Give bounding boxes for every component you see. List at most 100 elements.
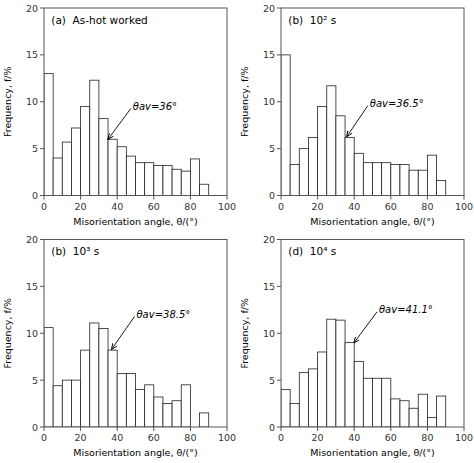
x-tick bbox=[390, 196, 391, 200]
y-tick bbox=[277, 148, 281, 149]
y-axis-label: Frequency, f/% bbox=[2, 298, 13, 369]
x-tick bbox=[190, 427, 191, 431]
x-tick-label: 0 bbox=[278, 432, 284, 443]
bar bbox=[363, 378, 372, 427]
bar bbox=[154, 166, 163, 196]
y-tick bbox=[40, 427, 44, 428]
bar bbox=[181, 385, 190, 427]
x-tick-label: 100 bbox=[218, 432, 236, 443]
x-tick-label: 40 bbox=[348, 432, 360, 443]
plot-area bbox=[44, 8, 227, 196]
y-tick bbox=[277, 239, 281, 240]
y-tick bbox=[277, 427, 281, 428]
y-tick bbox=[277, 380, 281, 381]
plot-area bbox=[281, 8, 464, 196]
x-tick-label: 80 bbox=[184, 201, 196, 212]
bar bbox=[336, 320, 345, 427]
bar bbox=[290, 404, 299, 427]
x-tick-label: 60 bbox=[148, 201, 160, 212]
x-tick bbox=[427, 427, 428, 431]
annotation: θav=36° bbox=[133, 101, 177, 112]
bar bbox=[327, 86, 336, 196]
bar bbox=[327, 319, 336, 427]
bar bbox=[409, 170, 418, 195]
bar bbox=[409, 408, 418, 427]
bar bbox=[290, 165, 299, 196]
x-tick-label: 40 bbox=[111, 432, 123, 443]
y-tick bbox=[277, 333, 281, 334]
x-tick bbox=[227, 427, 228, 431]
y-tick bbox=[277, 195, 281, 196]
y-tick-label: 10 bbox=[263, 96, 275, 107]
x-tick bbox=[390, 427, 391, 431]
y-axis-label: Frequency, f/% bbox=[2, 66, 13, 137]
x-axis-label: Misorientation angle, θ/(°) bbox=[310, 216, 434, 227]
annotation-arrow bbox=[108, 108, 131, 139]
x-tick-label: 40 bbox=[111, 201, 123, 212]
bar bbox=[53, 158, 62, 196]
bar bbox=[400, 165, 409, 196]
x-tick-label: 80 bbox=[421, 432, 433, 443]
bar bbox=[345, 137, 354, 195]
bar bbox=[53, 386, 62, 427]
subplot: 02040608010005101520Misorientation angle… bbox=[2, 3, 236, 227]
bar bbox=[126, 374, 135, 427]
y-tick-label: 0 bbox=[269, 422, 275, 433]
y-tick-label: 5 bbox=[32, 143, 38, 154]
axes-frame bbox=[44, 8, 227, 196]
bar bbox=[354, 361, 363, 427]
bar bbox=[427, 155, 436, 195]
bar bbox=[437, 396, 446, 427]
x-tick-label: 100 bbox=[218, 201, 236, 212]
y-tick bbox=[277, 54, 281, 55]
x-tick bbox=[44, 427, 45, 431]
axes-frame bbox=[44, 240, 227, 428]
plot-area bbox=[281, 240, 464, 428]
x-tick-label: 80 bbox=[184, 432, 196, 443]
bar bbox=[99, 119, 108, 196]
bar bbox=[299, 373, 308, 427]
bar bbox=[373, 163, 382, 196]
x-tick bbox=[117, 196, 118, 200]
x-tick bbox=[464, 427, 465, 431]
plot-area bbox=[44, 240, 227, 428]
bar bbox=[336, 116, 345, 196]
bar bbox=[44, 328, 53, 427]
y-tick-label: 20 bbox=[26, 3, 38, 14]
y-tick-label: 15 bbox=[26, 49, 38, 60]
x-tick bbox=[281, 427, 282, 431]
x-axis-label: Misorientation angle, θ/(°) bbox=[73, 447, 197, 458]
x-tick-label: 40 bbox=[348, 201, 360, 212]
bar bbox=[62, 380, 71, 427]
bar bbox=[200, 413, 209, 427]
annotation-arrow bbox=[112, 317, 135, 350]
y-tick bbox=[40, 380, 44, 381]
bar bbox=[308, 137, 317, 195]
y-tick bbox=[40, 148, 44, 149]
bar bbox=[90, 323, 99, 427]
bar bbox=[400, 401, 409, 427]
axes-frame bbox=[281, 8, 464, 196]
y-tick-label: 20 bbox=[263, 234, 275, 245]
x-tick-label: 60 bbox=[385, 432, 397, 443]
bar bbox=[108, 139, 117, 195]
y-tick-label: 0 bbox=[32, 422, 38, 433]
bar bbox=[126, 156, 135, 195]
bar bbox=[318, 352, 327, 427]
y-tick-label: 20 bbox=[263, 3, 275, 14]
x-tick bbox=[44, 196, 45, 200]
x-tick-label: 60 bbox=[148, 432, 160, 443]
x-tick bbox=[427, 196, 428, 200]
bar bbox=[44, 74, 53, 196]
x-tick bbox=[317, 427, 318, 431]
y-tick bbox=[40, 333, 44, 334]
y-tick-label: 5 bbox=[269, 375, 275, 386]
bar bbox=[145, 385, 154, 427]
bars bbox=[281, 55, 446, 196]
bar bbox=[81, 106, 90, 195]
bar bbox=[90, 80, 99, 195]
x-tick bbox=[317, 196, 318, 200]
y-tick-label: 15 bbox=[263, 49, 275, 60]
y-tick bbox=[277, 286, 281, 287]
bars bbox=[44, 323, 209, 427]
